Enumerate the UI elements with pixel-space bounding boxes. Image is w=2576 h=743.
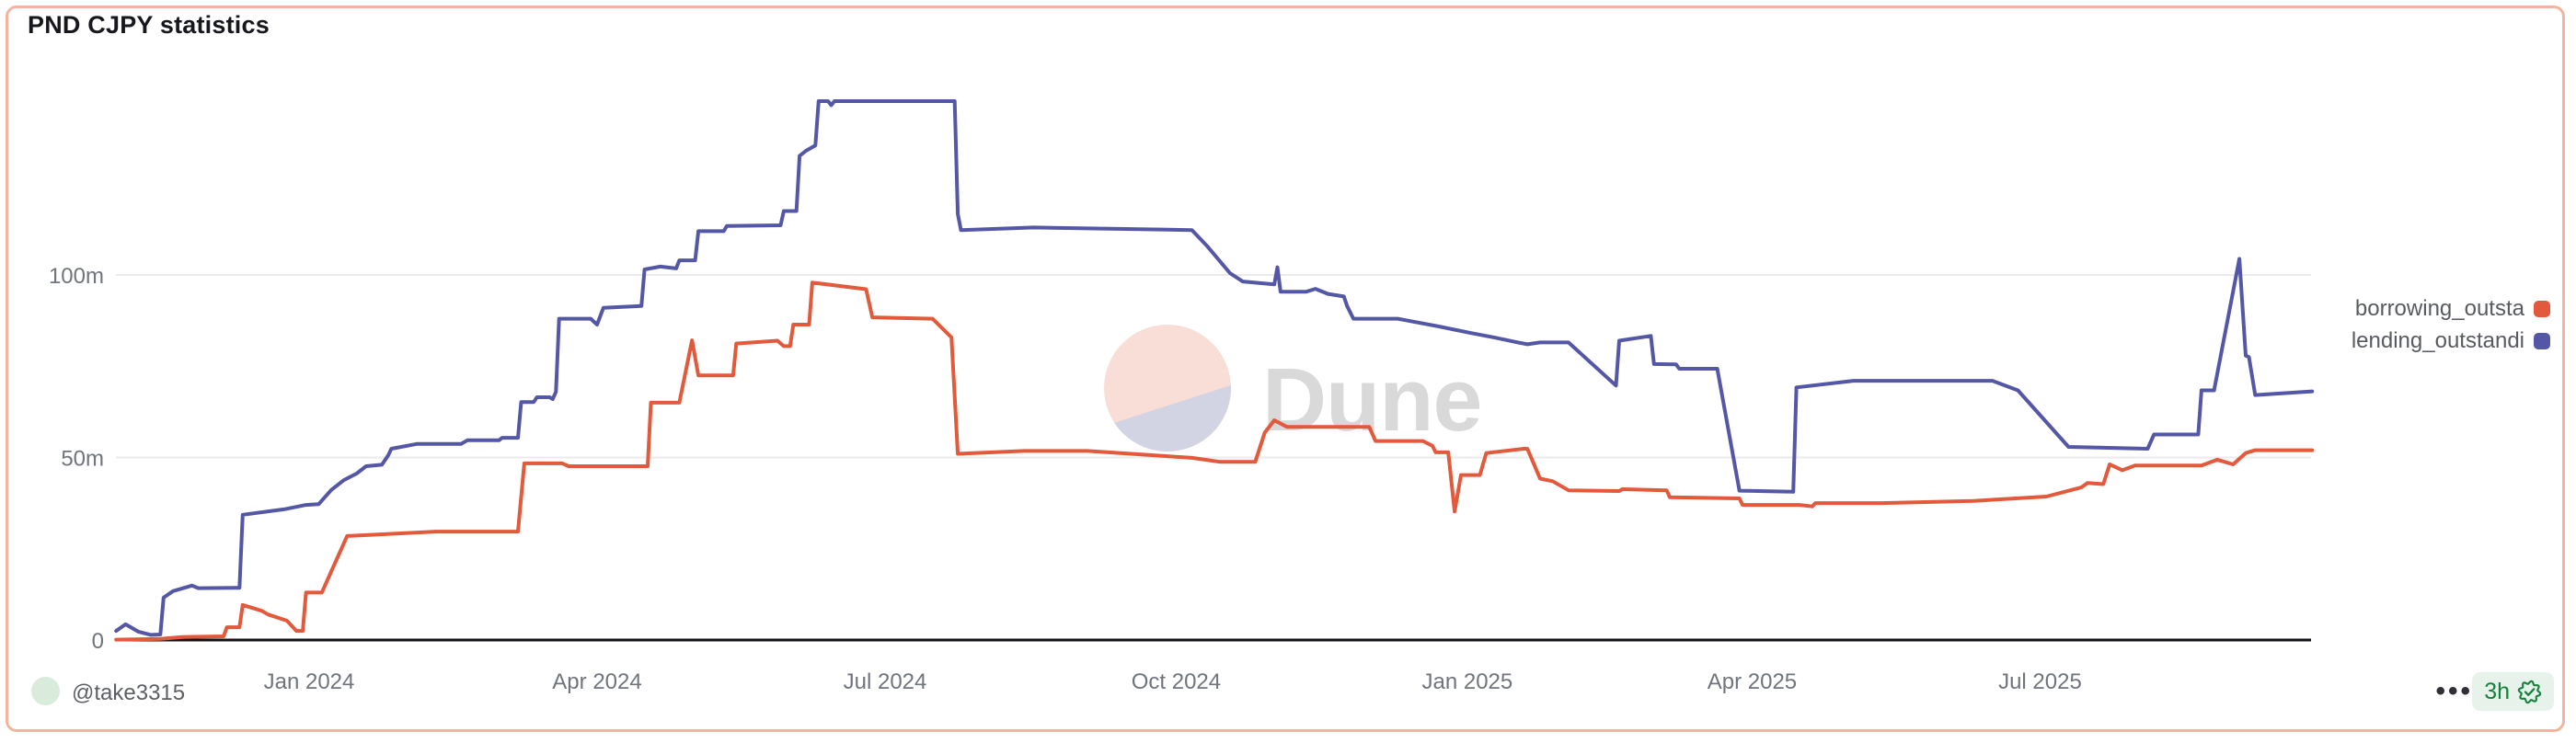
widget-title: PND CJPY statistics — [28, 11, 270, 39]
series-line-0 — [114, 280, 2315, 642]
x-tick-label: Jul 2025 — [1998, 669, 2082, 694]
legend-swatch-borrowing — [2534, 301, 2550, 317]
chart-legend: borrowing_outsta lending_outstandi — [2352, 296, 2550, 354]
more-options-button[interactable]: ••• — [2435, 676, 2473, 706]
y-tick-label: 0 — [92, 629, 104, 654]
author-avatar[interactable] — [31, 677, 60, 705]
dashboard-widget-card — [6, 6, 2565, 732]
last-updated-text: 3h — [2484, 678, 2510, 704]
legend-label-lending: lending_outstandi — [2351, 328, 2524, 353]
legend-label-borrowing: borrowing_outsta — [2354, 296, 2524, 321]
x-tick-label: Apr 2024 — [552, 669, 641, 694]
y-tick-label: 100m — [49, 264, 104, 289]
y-tick-label: 50m — [61, 447, 104, 472]
x-tick-label: Jul 2024 — [844, 669, 927, 694]
x-tick-label: Apr 2025 — [1708, 669, 1797, 694]
author-handle[interactable]: @take3315 — [72, 680, 186, 705]
series-line-1 — [114, 99, 2315, 637]
badge-check-icon — [2517, 680, 2542, 703]
x-tick-label: Jan 2024 — [264, 669, 355, 694]
x-tick-label: Oct 2024 — [1132, 669, 1221, 694]
last-updated-badge[interactable]: 3h — [2472, 672, 2554, 711]
legend-swatch-lending — [2534, 333, 2550, 349]
legend-item-lending[interactable]: lending_outstandi — [2352, 328, 2550, 354]
x-tick-label: Jan 2025 — [1421, 669, 1512, 694]
legend-item-borrowing[interactable]: borrowing_outsta — [2355, 296, 2550, 322]
